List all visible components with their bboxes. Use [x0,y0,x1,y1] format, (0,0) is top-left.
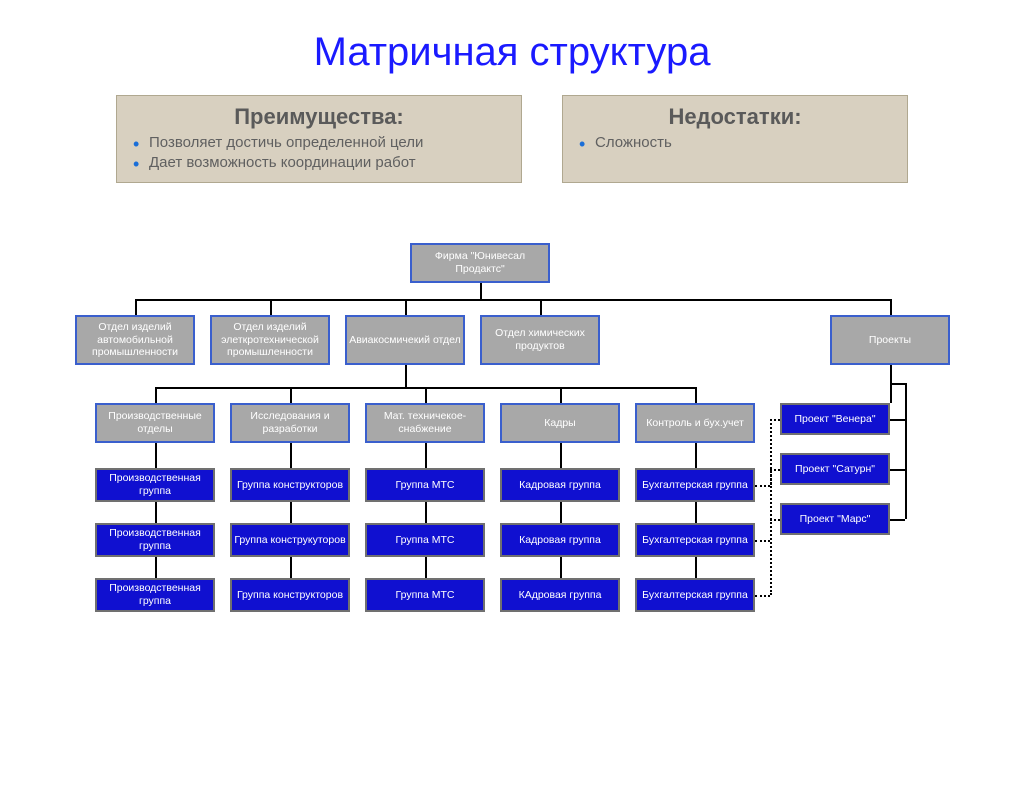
connector [890,383,905,385]
advantage-item: Позволяет достичь определенной цели [149,134,509,151]
group-node: Группа МТС [365,523,485,557]
connector [905,383,907,419]
connector [695,387,697,403]
connector [135,299,890,301]
group-node: Бухгалтерская группа [635,468,755,502]
advantages-heading: Преимущества: [129,104,509,130]
root-node: Фирма "Юнивесал Продактс" [410,243,550,283]
connector [405,365,407,387]
group-node: Бухгалтерская группа [635,578,755,612]
page-title: Матричная структура [0,30,1024,75]
advantage-item: Дает возможность координации работ [149,154,509,171]
function-node: Кадры [500,403,620,443]
connector [890,419,905,421]
dept-node: Проекты [830,315,950,365]
group-node: Производственная группа [95,523,215,557]
info-boxes: Преимущества: Позволяет достичь определе… [0,95,1024,183]
connector-dashed [770,519,772,595]
disadvantage-item: Сложность [595,134,895,151]
connector [290,387,292,403]
connector [890,519,905,521]
dept-node: Авиакосмичекий отдел [345,315,465,365]
group-node: КАдровая группа [500,578,620,612]
connector [695,443,697,595]
connector-dashed [770,419,780,421]
connector [425,387,427,403]
connector [290,443,292,595]
group-node: Группа МТС [365,578,485,612]
function-node: Производственные отделы [95,403,215,443]
function-node: Мат. техничекое-снабжение [365,403,485,443]
connector [425,443,427,595]
connector [890,299,892,315]
connector [890,469,905,471]
disadvantages-list: Сложность [575,134,895,151]
connector [155,443,157,595]
advantages-box: Преимущества: Позволяет достичь определе… [116,95,522,183]
connector [405,299,407,315]
connector [905,419,907,519]
group-node: Группа МТС [365,468,485,502]
function-node: Исследования и разработки [230,403,350,443]
project-node: Проект "Венера" [780,403,890,435]
project-node: Проект "Марс" [780,503,890,535]
connector-dashed [770,519,780,521]
dept-node: Отдел химических продуктов [480,315,600,365]
project-node: Проект "Сатурн" [780,453,890,485]
function-node: Контроль и бух.учет [635,403,755,443]
connector [560,387,562,403]
connector [135,299,137,315]
disadvantages-box: Недостатки: Сложность [562,95,908,183]
group-node: Кадровая группа [500,523,620,557]
dept-node: Отдел изделий автомобильной промышленнос… [75,315,195,365]
connector [480,283,482,299]
connector [540,299,542,315]
connector-dashed [755,485,770,487]
connector-dashed [755,595,770,597]
group-node: Кадровая группа [500,468,620,502]
dept-node: Отдел изделий элеткротехнической промышл… [210,315,330,365]
advantages-list: Позволяет достичь определенной цели Дает… [129,134,509,171]
group-node: Бухгалтерская группа [635,523,755,557]
group-node: Группа конструкторов [230,578,350,612]
group-node: Группа конструкторов [230,468,350,502]
connector-dashed [755,540,770,542]
connector [155,387,157,403]
connector [560,443,562,595]
org-chart: Фирма "Юнивесал Продактс" Отдел изделий а… [0,243,1024,723]
group-node: Производственная группа [95,468,215,502]
group-node: Группа конструкуторов [230,523,350,557]
connector [270,299,272,315]
disadvantages-heading: Недостатки: [575,104,895,130]
connector-dashed [770,469,780,471]
group-node: Производственная группа [95,578,215,612]
